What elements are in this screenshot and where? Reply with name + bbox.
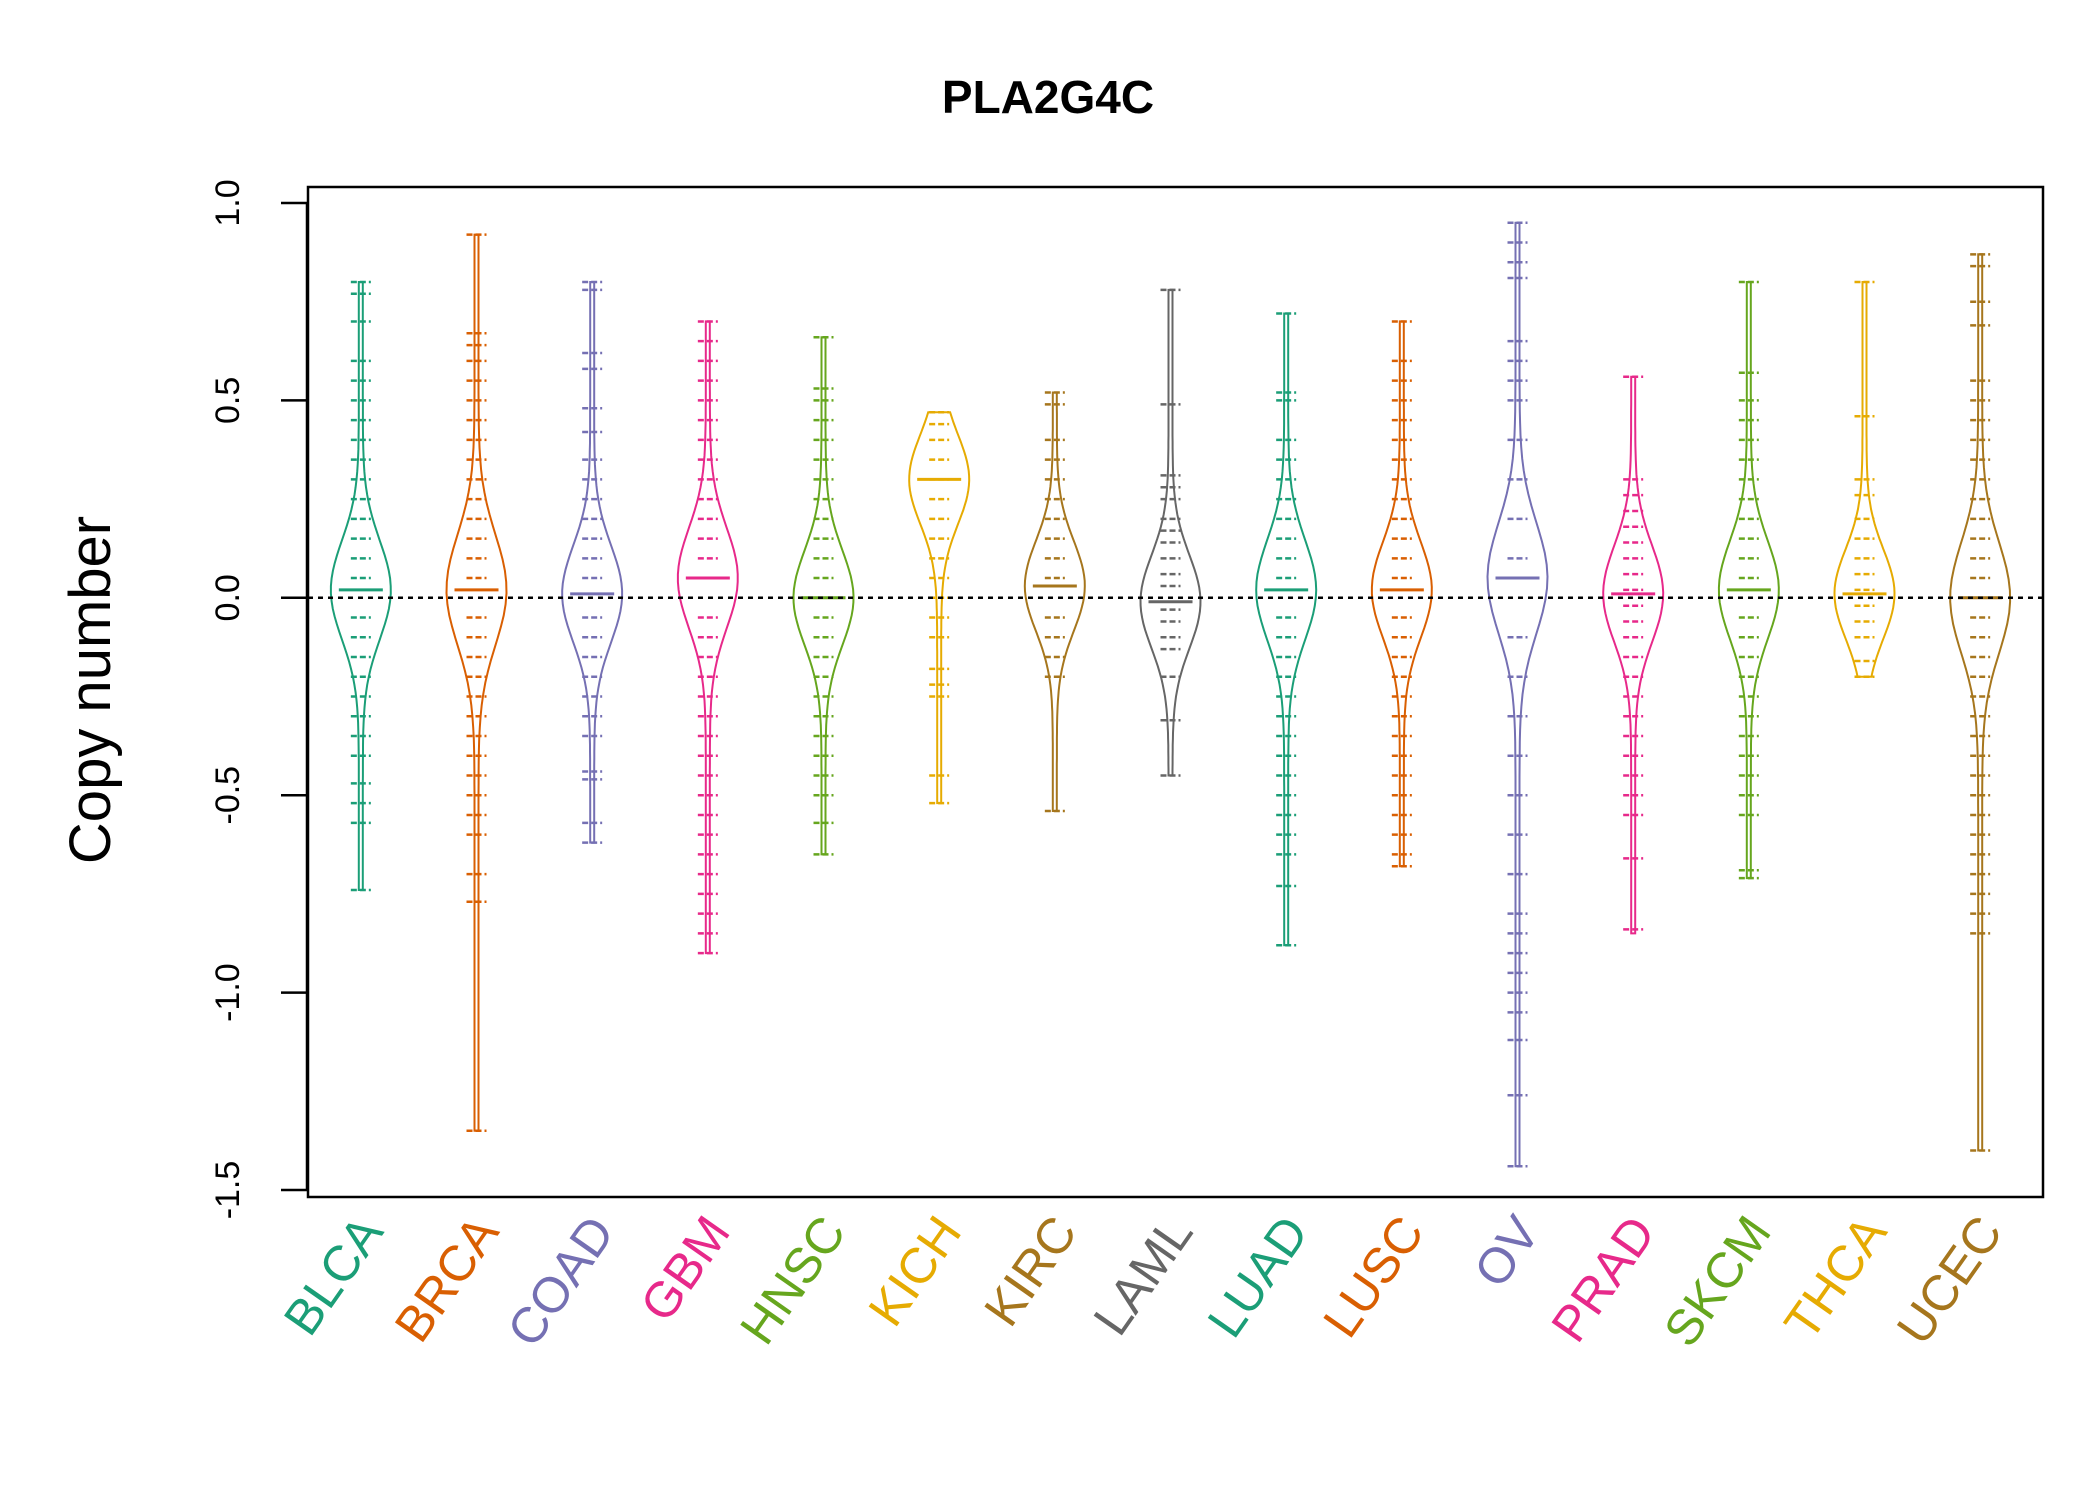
category-label: GBM [630,1206,741,1331]
category-label: BLCA [273,1205,394,1345]
category-label: BRCA [384,1205,510,1351]
y-tick-label: 0.0 [209,574,247,621]
category-label: KIRC [973,1206,1087,1336]
category-label: SKCM [1653,1206,1782,1356]
y-tick-label: 1.0 [209,179,247,226]
bean-brca [445,233,508,1133]
bean-laml [1139,288,1202,777]
category-label: LAML [1083,1206,1204,1345]
bean-outline [1139,288,1202,777]
bean-outline [1717,281,1780,880]
bean-outline [1255,312,1318,947]
plot-frame [306,185,2045,1199]
chart-title: PLA2G4C [942,71,1154,123]
bean-outline [1486,221,1549,1168]
bean-luad [1255,312,1318,947]
bean-blca [329,280,392,892]
category-label: HNSC [729,1206,856,1354]
bean-gbm [676,320,739,955]
category-label: PRAD [1541,1206,1667,1352]
bean-prad [1602,375,1665,935]
category-label: LUAD [1197,1206,1319,1347]
bean-ov [1486,221,1549,1168]
category-label: KICH [858,1206,972,1336]
bean-outline [908,411,971,805]
bean-outline [1370,320,1433,868]
category-label: COAD [496,1206,625,1356]
y-tick-label: -1.5 [209,1161,247,1220]
bean-kich [908,410,971,805]
bean-coad [561,280,624,844]
bean-ucec [1949,253,2012,1152]
bean-outline [329,281,392,891]
category-label: THCA [1773,1205,1897,1349]
category-label: LUSC [1312,1206,1434,1347]
y-tick-label: -1.0 [209,963,247,1022]
bean-lusc [1370,320,1433,868]
bean-kirc [1023,391,1086,813]
bean-outline [1602,375,1665,935]
bean-hnsc [792,335,855,856]
beans [329,221,2012,1168]
category-label: UCEC [1886,1206,2013,1354]
y-tick-label: -0.5 [209,766,247,825]
y-axis-label: Copy number [58,516,123,864]
y-tick-label: 0.5 [209,377,247,424]
bean-outline [1949,253,2012,1152]
bean-outline [561,281,624,844]
bean-skcm [1717,280,1780,880]
bean-outline [1023,391,1086,812]
y-axis: -1.5 -1.0 -0.5 0.0 0.5 1.0 [209,179,309,1220]
category-label: OV [1463,1205,1551,1297]
bean-outline [445,233,508,1132]
bean-thca [1833,280,1896,679]
bean-outline [792,336,855,856]
